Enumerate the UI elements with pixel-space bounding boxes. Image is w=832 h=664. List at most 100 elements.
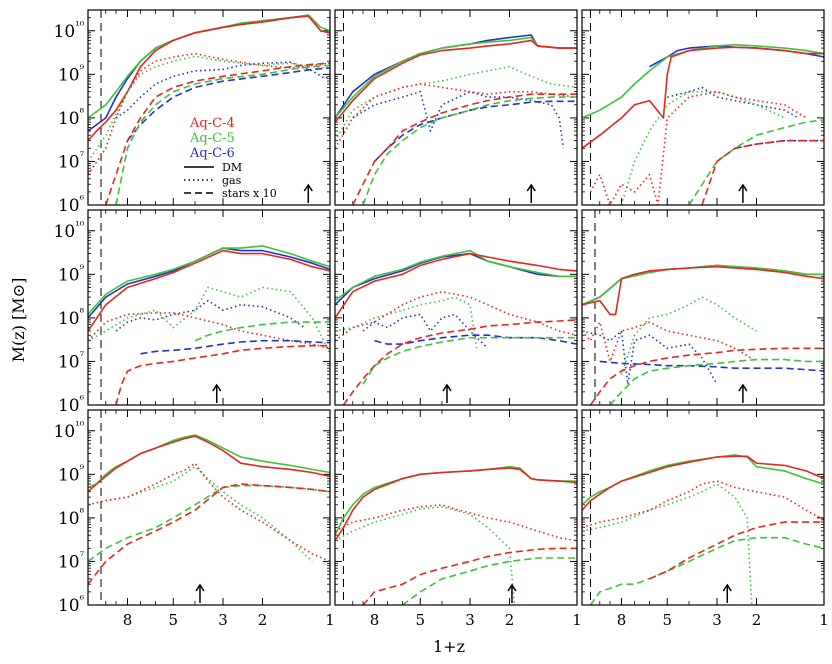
series-aq-c-5-stars [362, 96, 577, 205]
panel-3-2: 8 5 3 2 1 [334, 409, 582, 629]
panel-2-1: 10⁶ 10⁷ 10⁸ 10⁹ 10¹⁰ [54, 209, 331, 416]
series-aq-c-5-stars [362, 336, 577, 385]
series-aq-c-5-stars [194, 321, 330, 342]
series-aq-c-5-stars [609, 358, 824, 405]
y-axis-label: M(z) [M⊙] [9, 278, 28, 363]
x-tick-label: 3 [712, 611, 722, 629]
series-aq-c-4-stars [362, 547, 577, 605]
panel-1-3 [581, 9, 825, 206]
x-tick-label: 2 [258, 611, 268, 629]
panel-3-1: 10⁶ 10⁷ 10⁸ 10⁹ 10¹⁰ 8 5 3 2 1 [54, 409, 335, 629]
y-tick-label: 10⁹ [58, 62, 85, 85]
marker-arrowhead [526, 183, 536, 192]
series-aq-c-4-stars [115, 344, 330, 405]
x-tick-label: 2 [505, 611, 515, 629]
x-axis-label: 1+z [433, 637, 465, 656]
series-aq-c-4-stars [88, 483, 330, 585]
panel-frame [87, 209, 331, 406]
series-aq-c-4-dm [582, 46, 824, 149]
series-aq-c-5-gas [88, 286, 330, 355]
series-aq-c-4-dm [582, 455, 824, 511]
series-aq-c-4-stars [701, 139, 824, 205]
series-aq-c-4-dm [88, 435, 330, 493]
series-aq-c-5-dm [335, 465, 577, 536]
series-aq-c-5-stars [402, 557, 577, 605]
series-aq-c-4-stars [352, 93, 577, 205]
y-tick-label: 10⁹ [58, 462, 85, 485]
series-aq-c-5-gas [582, 483, 753, 605]
series-aq-c-4-stars [589, 347, 824, 405]
marker-arrowhead [212, 383, 222, 392]
marker-arrowhead [303, 183, 313, 192]
y-tick-label: 10⁶ [58, 393, 85, 416]
series-aq-c-6-stars [140, 339, 330, 355]
series-aq-c-6-stars [716, 139, 824, 163]
series-aq-c-6-gas [115, 299, 305, 332]
series-aq-c-4-stars [649, 521, 824, 580]
series-aq-c-5-gas [335, 296, 478, 349]
series-aq-c-4-gas [335, 83, 577, 149]
x-tick-label: 5 [415, 611, 425, 629]
series-aq-c-4-dm [582, 265, 824, 316]
series-aq-c-6-stars [599, 360, 824, 372]
series-aq-c-4-dm [88, 249, 330, 332]
series-aq-c-6-gas [115, 61, 330, 119]
x-tick-label: 5 [168, 611, 178, 629]
series-aq-c-4-stars [105, 62, 330, 205]
panel-frame [581, 209, 825, 406]
panel-frame [87, 409, 331, 606]
y-tick-label: 10¹⁰ [54, 419, 85, 442]
series-aq-c-5-dm [582, 43, 824, 119]
x-tick-label: 2 [752, 611, 762, 629]
series-aq-c-5-stars [115, 64, 330, 205]
series-aq-c-4-dm [88, 15, 330, 142]
marker-arrowhead [507, 583, 517, 592]
series-aq-c-4-gas [88, 312, 330, 350]
x-tick-label: 1 [819, 611, 829, 629]
series-aq-c-4-gas [582, 480, 824, 529]
x-tick-label: 8 [617, 611, 627, 629]
series-aq-c-4-stars [342, 319, 577, 405]
marker-arrowhead [195, 583, 205, 592]
marker-arrowhead [442, 383, 452, 392]
series-group [582, 43, 824, 205]
panel-2-2 [334, 209, 578, 406]
series-aq-c-4-gas [88, 52, 330, 176]
series-aq-c-5-stars [589, 536, 824, 605]
x-tick-label: 8 [370, 611, 380, 629]
series-aq-c-6-stars [126, 67, 330, 142]
series-aq-c-6-dm [88, 15, 330, 132]
series-aq-c-5-stars [688, 119, 824, 205]
y-tick-label: 10⁸ [58, 306, 85, 329]
legend-run-label: Aq-C-6 [189, 146, 235, 161]
panel-frame [334, 9, 578, 206]
panel-1-1: 10⁶ 10⁷ 10⁸ 10⁹ 10¹⁰ [54, 9, 331, 216]
series-group [88, 434, 330, 585]
y-tick-label: 10⁸ [58, 506, 85, 529]
series-group [335, 465, 577, 605]
series-aq-c-6-stars [374, 334, 577, 345]
x-tick-label: 8 [123, 611, 133, 629]
series-group [88, 245, 330, 405]
panel-grid: 10⁶10⁷10⁸10⁹10¹⁰10⁶10⁷10⁸10⁹10¹⁰10⁶10⁷10… [54, 9, 829, 629]
panel-2-3 [581, 209, 825, 406]
legend-style-label: DM [222, 161, 242, 174]
y-tick-label: 10¹⁰ [54, 19, 85, 42]
series-group [335, 34, 577, 205]
x-tick-label: 3 [465, 611, 475, 629]
panel-frame [87, 9, 331, 206]
series-aq-c-6-gas [352, 90, 565, 149]
x-tick-label: 5 [662, 611, 672, 629]
y-tick-label: 10⁹ [58, 262, 85, 285]
series-aq-c-5-stars [88, 484, 330, 563]
legend-run-label: Aq-C-5 [189, 131, 235, 146]
series-aq-c-4-gas [88, 462, 330, 563]
panel-frame [581, 409, 825, 606]
legend-style-label: stars x 10 [222, 187, 277, 200]
panel-3-3: 8 5 3 2 1 [581, 409, 829, 629]
series-aq-c-6-stars [373, 100, 577, 162]
y-tick-label: 10⁷ [58, 149, 85, 172]
marker-arrowhead [738, 183, 748, 192]
panel-frame [334, 209, 578, 406]
